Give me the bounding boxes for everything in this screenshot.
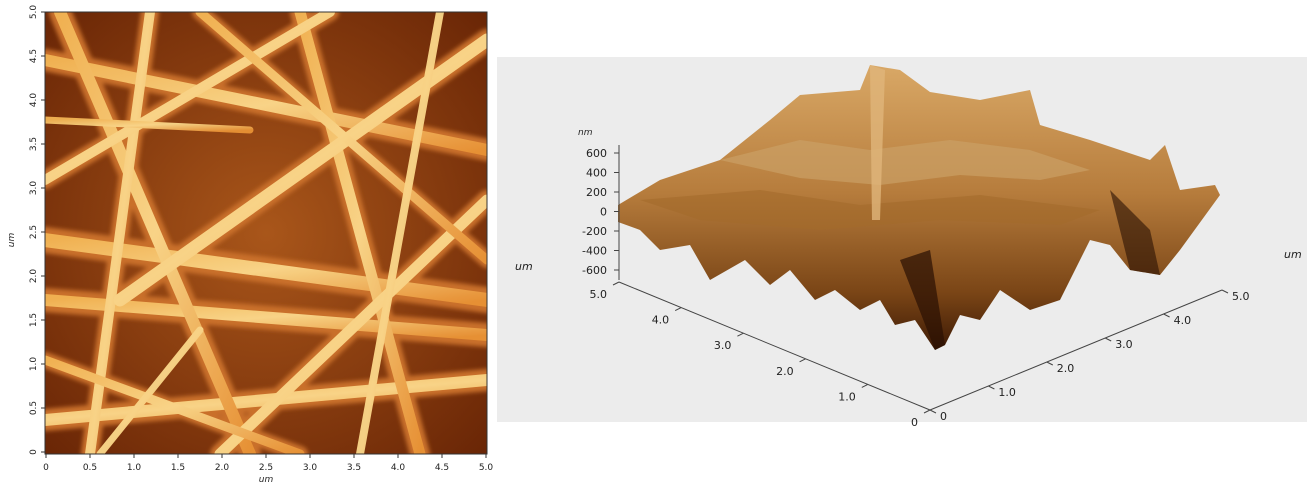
y-tick-label: 4.0 — [29, 93, 39, 108]
y-tick-label-3d: 4.0 — [652, 314, 670, 327]
axes-3d — [618, 145, 1223, 411]
y-tick-label: 0.5 — [29, 401, 39, 415]
y-tick-label-3d: 1.0 — [838, 390, 856, 403]
z-tick-label: 600 — [586, 147, 607, 160]
z-tick-label: -400 — [582, 245, 607, 258]
x-tick-label-3d: 5.0 — [1232, 290, 1250, 303]
x-tick-mark-3d — [988, 385, 995, 390]
y-tick-label: 2.5 — [29, 225, 39, 239]
y-tick-mark-3d — [612, 281, 620, 286]
x-tick-label-3d: 0 — [940, 410, 947, 423]
x-axis-label: um — [259, 475, 274, 485]
y-tick-label-3d: 5.0 — [590, 288, 608, 301]
x-tick-label: 2.5 — [259, 463, 273, 473]
z-tick-label: 400 — [586, 167, 607, 180]
x-tick-mark-3d — [929, 409, 937, 414]
afm-height-map — [45, 12, 487, 454]
y-tick-mark-3d — [923, 409, 931, 414]
x-tick-mark-3d — [1163, 313, 1170, 318]
y-tick-mark-3d — [861, 383, 869, 388]
z-tick-label: -200 — [582, 225, 607, 238]
z-tick-label: 200 — [586, 186, 607, 199]
x-tick-label: 4.5 — [435, 463, 449, 473]
y-tick-label: 3.0 — [29, 181, 39, 196]
x-tick-label-3d: 3.0 — [1115, 338, 1133, 351]
x-tick-label: 1.5 — [171, 463, 185, 473]
x-tick-label: 0.5 — [83, 463, 97, 473]
x-tick-mark-3d — [1104, 337, 1112, 342]
y-tick-label: 0 — [29, 449, 39, 455]
x-tick-label: 3.0 — [303, 463, 318, 473]
z-tick-label: -600 — [582, 264, 607, 277]
y-tick-label: 1.0 — [29, 357, 39, 372]
y-tick-mark-3d — [799, 358, 806, 363]
x-tick-label: 0 — [43, 463, 49, 473]
y-tick-mark-3d — [737, 332, 744, 337]
x-tick-mark-3d — [1046, 361, 1054, 366]
y-tick-label-3d: 3.0 — [714, 339, 732, 352]
x-tick-label: 1.0 — [127, 463, 142, 473]
y-tick-label-3d: 0 — [911, 416, 918, 429]
y-tick-label: 2.0 — [29, 269, 39, 284]
x-tick-label: 2.0 — [215, 463, 230, 473]
y-tick-label-3d: 2.0 — [776, 365, 794, 378]
x-axis-label-3d: um — [1284, 248, 1302, 261]
y-tick-label: 3.5 — [29, 137, 39, 151]
y-tick-mark-3d — [674, 307, 682, 312]
y-tick-label: 4.5 — [29, 49, 39, 63]
z-tick-label: 0 — [600, 206, 607, 219]
y-tick-label: 5.0 — [29, 5, 39, 20]
x-tick-label: 4.0 — [391, 463, 406, 473]
y-axis-label: um — [7, 233, 17, 248]
x-tick-label: 5.0 — [479, 463, 494, 473]
x-tick-label-3d: 4.0 — [1174, 314, 1192, 327]
x-tick-label-3d: 1.0 — [998, 386, 1016, 399]
z-axis-unit: nm — [578, 128, 593, 138]
x-tick-label: 3.5 — [347, 463, 361, 473]
y-axis-label-3d: um — [515, 260, 533, 273]
afm-3d-surface — [618, 65, 1220, 350]
x-tick-mark-3d — [1221, 289, 1229, 294]
y-tick-label: 1.5 — [29, 313, 39, 327]
x-tick-label-3d: 2.0 — [1057, 362, 1075, 375]
